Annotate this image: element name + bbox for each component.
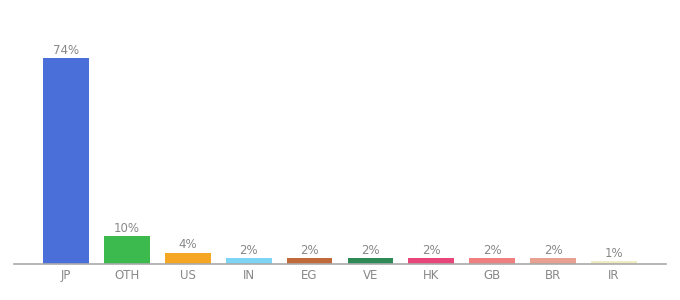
Text: 10%: 10% xyxy=(114,222,140,235)
Bar xyxy=(165,253,211,264)
Bar xyxy=(226,258,271,264)
Text: 2%: 2% xyxy=(239,244,258,257)
Bar xyxy=(44,58,89,264)
Text: 2%: 2% xyxy=(544,244,562,257)
Bar xyxy=(104,236,150,264)
Text: 2%: 2% xyxy=(301,244,319,257)
Text: 2%: 2% xyxy=(483,244,501,257)
Bar xyxy=(347,258,393,264)
Text: 1%: 1% xyxy=(605,247,623,260)
Bar xyxy=(469,258,515,264)
Bar xyxy=(530,258,576,264)
Bar xyxy=(591,261,636,264)
Text: 74%: 74% xyxy=(53,44,79,57)
Bar xyxy=(409,258,454,264)
Bar xyxy=(287,258,333,264)
Text: 4%: 4% xyxy=(179,238,197,251)
Text: 2%: 2% xyxy=(361,244,379,257)
Text: 2%: 2% xyxy=(422,244,441,257)
